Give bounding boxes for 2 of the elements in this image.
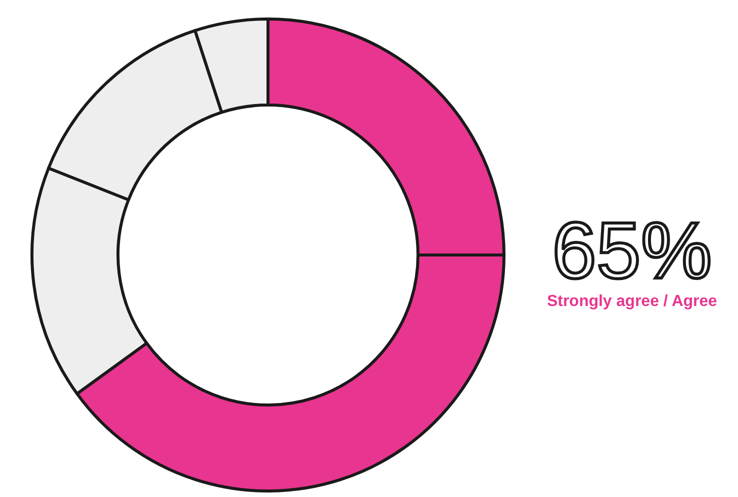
text: 65% bbox=[552, 206, 712, 295]
text: Strongly agree / Agree bbox=[546, 293, 718, 310]
